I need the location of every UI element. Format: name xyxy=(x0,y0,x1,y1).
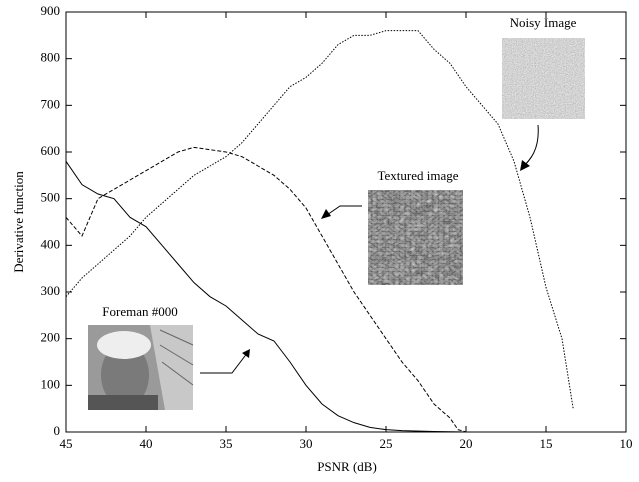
y-tick-label: 100 xyxy=(41,376,61,391)
y-tick-label: 300 xyxy=(41,283,61,298)
y-tick-label: 600 xyxy=(41,143,61,158)
foreman-thumbnail xyxy=(88,325,194,410)
annotation: Textured image xyxy=(377,168,458,183)
series-line xyxy=(65,161,546,433)
annotation: Foreman #000 xyxy=(102,304,177,319)
y-tick-label: 900 xyxy=(41,3,61,18)
y-tick-label: 700 xyxy=(41,96,61,111)
y-axis-label: Derivative function xyxy=(11,171,26,273)
x-tick-label: 15 xyxy=(540,436,553,451)
x-tick-label: 35 xyxy=(220,436,233,451)
y-tick-label: 400 xyxy=(41,236,61,251)
noisy-thumbnail xyxy=(502,38,585,119)
x-tick-label: 10 xyxy=(620,436,633,451)
y-tick-label: 200 xyxy=(41,330,61,345)
y-tick-label: 0 xyxy=(54,423,61,438)
x-axis-label: PSNR (dB) xyxy=(317,459,377,474)
x-tick-label: 40 xyxy=(140,436,153,451)
x-tick-label: 45 xyxy=(60,436,73,451)
x-tick-label: 20 xyxy=(460,436,473,451)
arrowheads xyxy=(242,160,530,358)
annotation: Noisy Image xyxy=(510,15,577,30)
y-tick-label: 800 xyxy=(41,50,61,65)
x-tick-label: 25 xyxy=(380,436,393,451)
plot-frame xyxy=(65,11,627,433)
y-tick-label: 500 xyxy=(41,190,61,205)
series-line xyxy=(65,30,574,409)
textured-thumbnail xyxy=(368,190,463,285)
x-tick-label: 30 xyxy=(300,436,313,451)
series-line xyxy=(65,146,467,433)
